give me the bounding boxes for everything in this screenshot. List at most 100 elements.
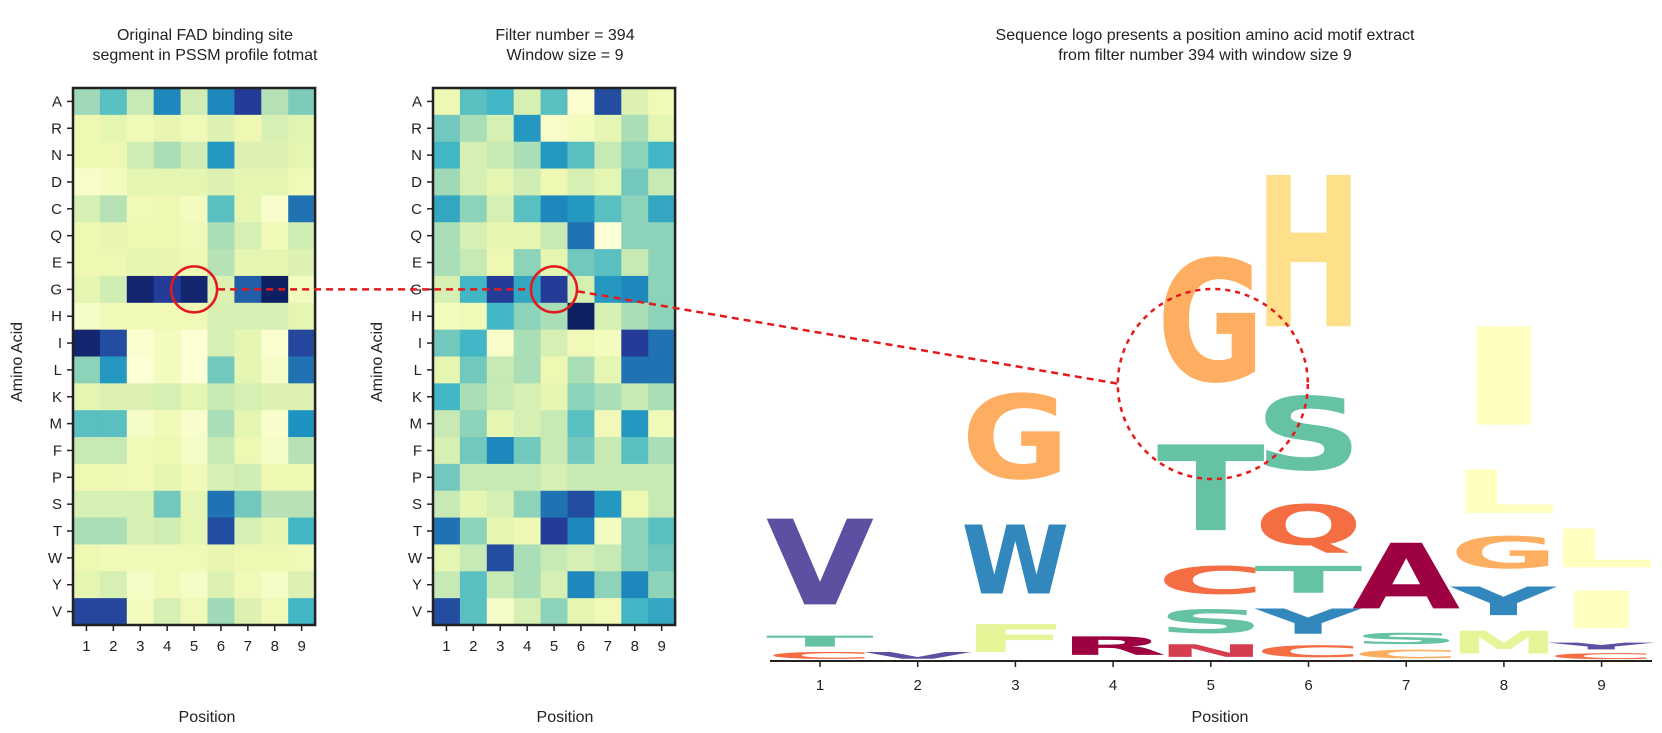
logo-letter-C-pos7: C <box>1352 648 1460 661</box>
filter-cell-L-2 <box>459 356 488 384</box>
filter-cell-W-2 <box>459 544 488 572</box>
filter-cell-L-4 <box>513 356 541 384</box>
pssm-cell-Q-9 <box>288 222 316 250</box>
pssm-cell-H-7 <box>234 302 262 331</box>
logo-letter-C-pos9: C <box>1548 652 1656 661</box>
pssm-cell-A-2 <box>99 88 128 116</box>
pssm-cell-A-4 <box>153 88 181 116</box>
pssm-cell-I-4 <box>153 329 181 357</box>
filter-title-line2: Window size = 9 <box>507 47 624 64</box>
filter-cell-P-4 <box>513 463 541 492</box>
pssm-cell-D-1 <box>73 168 101 196</box>
pssm-cell-L-8 <box>261 356 289 384</box>
pssm-cell-V-1 <box>73 598 101 626</box>
pssm-cell-A-9 <box>288 88 316 116</box>
filter-cell-E-7 <box>594 249 622 277</box>
filter-cell-I-6 <box>567 329 595 357</box>
logo-xtick-label: 5 <box>1207 677 1215 694</box>
filter-ylabel: Amino Acid <box>369 322 386 402</box>
pssm-cell-Y-2 <box>99 571 128 599</box>
logo-letter-C-pos5: C <box>1157 559 1265 603</box>
filter-cell-H-3 <box>486 302 515 331</box>
filter-cell-F-9 <box>648 437 676 465</box>
pssm-cell-N-1 <box>73 141 101 169</box>
filter-cell-G-4 <box>513 275 541 304</box>
filter-cell-T-3 <box>486 517 515 545</box>
pssm-cell-K-9 <box>288 383 316 411</box>
filter-cell-I-4 <box>513 329 541 357</box>
filter-cell-Y-3 <box>486 571 515 599</box>
pssm-cell-I-6 <box>207 329 235 357</box>
pssm-cell-T-3 <box>126 517 155 545</box>
filter-cell-Q-9 <box>648 222 676 250</box>
pssm-cell-Y-1 <box>73 571 101 599</box>
pssm-cell-A-7 <box>234 88 262 116</box>
pssm-cell-M-8 <box>261 410 289 438</box>
pssm-cell-M-1 <box>73 410 101 438</box>
pssm-cell-C-5 <box>180 195 208 223</box>
filter-cell-R-8 <box>621 114 649 143</box>
filter-cell-C-3 <box>486 195 515 223</box>
filter-cell-R-4 <box>513 114 541 143</box>
filter-cell-K-8 <box>621 383 649 411</box>
filter-cell-M-3 <box>486 410 515 438</box>
filter-cell-P-1 <box>433 463 461 492</box>
pssm-ytick-label: E <box>52 255 62 272</box>
filter-cell-T-8 <box>621 517 649 545</box>
pssm-cell-T-2 <box>99 517 128 545</box>
pssm-cell-N-3 <box>126 141 155 169</box>
pssm-ytick-label: T <box>53 523 62 540</box>
filter-xtick-label: 1 <box>442 638 450 655</box>
filter-cell-E-8 <box>621 249 649 277</box>
logo-letter-S-pos5: S <box>1157 603 1265 641</box>
pssm-cell-I-8 <box>261 329 289 357</box>
pssm-ytick-label: C <box>51 201 62 218</box>
filter-cell-A-8 <box>621 88 649 116</box>
pssm-cell-C-8 <box>261 195 289 223</box>
filter-cell-N-7 <box>594 141 622 169</box>
pssm-cell-W-4 <box>153 544 181 572</box>
pssm-ytick-label: A <box>52 93 62 110</box>
pssm-cell-C-4 <box>153 195 181 223</box>
filter-cell-R-6 <box>567 114 595 143</box>
logo-letter-V-pos1: V <box>766 496 874 633</box>
filter-cell-D-7 <box>594 168 622 196</box>
pssm-cell-N-6 <box>207 141 235 169</box>
pssm-cell-S-3 <box>126 490 155 518</box>
filter-cell-I-7 <box>594 329 622 357</box>
pssm-ytick-label: W <box>48 550 63 567</box>
filter-cell-F-5 <box>540 437 568 465</box>
filter-cell-W-7 <box>594 544 622 572</box>
pssm-xtick-label: 7 <box>244 638 252 655</box>
filter-cell-A-9 <box>648 88 676 116</box>
pssm-cell-E-7 <box>234 249 262 277</box>
pssm-cell-W-9 <box>288 544 316 572</box>
pssm-cell-W-3 <box>126 544 155 572</box>
pssm-cell-T-4 <box>153 517 181 545</box>
pssm-cell-E-6 <box>207 249 235 277</box>
filter-cell-D-1 <box>433 168 461 196</box>
filter-cell-N-6 <box>567 141 595 169</box>
filter-cell-F-6 <box>567 437 595 465</box>
filter-cell-N-2 <box>459 141 488 169</box>
filter-title-line1: Filter number = 394 <box>495 27 634 44</box>
logo-letter-H-pos6: H <box>1255 134 1363 375</box>
pssm-cell-V-9 <box>288 598 316 626</box>
logo-letter-T-pos6: T <box>1255 559 1363 602</box>
pssm-cell-H-6 <box>207 302 235 331</box>
pssm-cell-F-8 <box>261 437 289 465</box>
pssm-cell-S-2 <box>99 490 128 518</box>
pssm-cell-R-8 <box>261 114 289 143</box>
pssm-cell-R-5 <box>180 114 208 143</box>
filter-cell-F-8 <box>621 437 649 465</box>
logo-letter-W-pos3: W <box>961 506 1069 616</box>
logo-letter-C-pos1: C <box>766 650 874 661</box>
filter-cell-W-3 <box>486 544 515 572</box>
pssm-cell-M-2 <box>99 410 128 438</box>
pssm-cell-H-2 <box>99 302 128 331</box>
pssm-cell-D-7 <box>234 168 262 196</box>
pssm-cell-K-8 <box>261 383 289 411</box>
pssm-cell-H-4 <box>153 302 181 331</box>
pssm-cell-I-9 <box>288 329 316 357</box>
